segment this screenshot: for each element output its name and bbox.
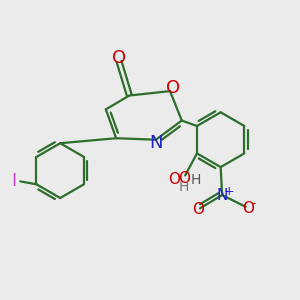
Text: H: H (178, 180, 189, 194)
Text: O: O (112, 49, 126, 67)
Text: N: N (150, 134, 163, 152)
Text: O: O (192, 202, 204, 217)
Text: O: O (178, 171, 190, 186)
Text: O: O (242, 201, 254, 216)
Text: +: + (223, 185, 234, 198)
Text: N: N (217, 188, 228, 202)
Text: O: O (168, 172, 180, 188)
Text: I: I (11, 172, 16, 190)
Text: -: - (251, 197, 256, 210)
Text: O: O (167, 79, 181, 97)
Text: H: H (190, 173, 201, 187)
